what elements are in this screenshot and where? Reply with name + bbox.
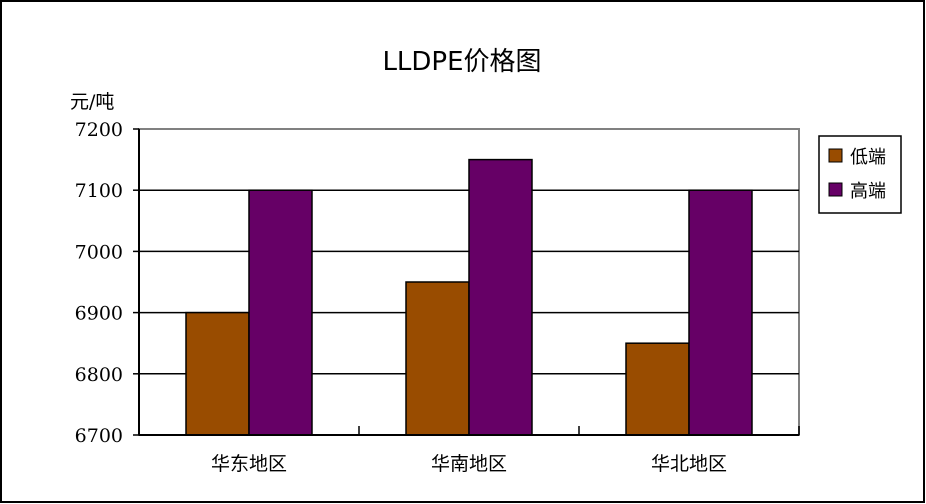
bar-high-0 xyxy=(248,189,313,436)
y-tick-label: 7200 xyxy=(75,119,123,141)
legend-swatch-low xyxy=(828,148,843,163)
legend: 低端 高端 xyxy=(818,135,902,214)
y-tick-label: 7000 xyxy=(75,241,123,263)
y-tick-label: 6700 xyxy=(75,425,123,447)
bar-high-1 xyxy=(468,158,533,436)
bar-low-1 xyxy=(405,281,470,436)
x-category-label: 华南地区 xyxy=(431,453,507,475)
legend-swatch-high xyxy=(828,182,843,197)
legend-label-high: 高端 xyxy=(850,181,886,202)
bar-group xyxy=(185,158,753,436)
legend-label-low: 低端 xyxy=(850,147,886,168)
y-tick-label: 7100 xyxy=(75,180,123,202)
y-tick-label: 6900 xyxy=(75,303,123,325)
y-axis-unit: 元/吨 xyxy=(70,91,114,113)
y-tick-labels: 6700 6800 6900 7000 7100 7200 xyxy=(75,119,123,447)
bar-high-2 xyxy=(688,189,753,436)
bar-low-2 xyxy=(625,342,690,436)
x-category-labels: 华东地区 华南地区 华北地区 xyxy=(211,453,727,475)
x-category-label: 华北地区 xyxy=(651,453,727,475)
bar-low-0 xyxy=(185,311,250,436)
axes xyxy=(133,128,800,436)
x-category-label: 华东地区 xyxy=(211,453,287,475)
chart-title: LLDPE价格图 xyxy=(382,47,541,77)
y-tick-label: 6800 xyxy=(75,364,123,386)
